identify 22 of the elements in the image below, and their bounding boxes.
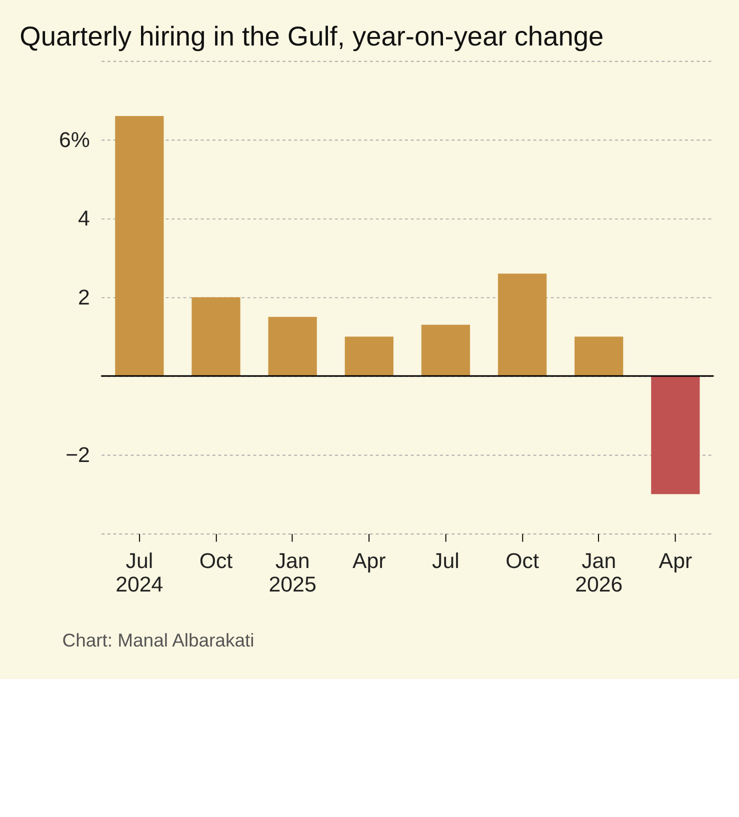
bar <box>574 336 624 376</box>
x-tick-label: Jan 2026 <box>575 549 623 596</box>
x-tick-label: Apr <box>658 549 692 574</box>
y-tick-label: 6% <box>59 128 90 152</box>
x-tick-label: Jul 2024 <box>116 549 164 596</box>
bar <box>268 316 317 376</box>
x-tick-label: Jan 2025 <box>268 549 316 596</box>
bar <box>651 376 700 494</box>
x-tick-label: Apr <box>352 549 386 574</box>
bar <box>421 324 470 376</box>
chart-title: Quarterly hiring in the Gulf, year-on-year change <box>20 20 604 52</box>
text: Chart: Manal Albarakati <box>62 629 254 650</box>
bar <box>344 336 394 376</box>
bar <box>115 116 164 376</box>
x-tick-label: Jul <box>432 549 460 574</box>
y-tick-label: 4 <box>78 206 90 231</box>
y-tick-label: −2 <box>66 443 90 468</box>
x-tick-label: Oct <box>199 549 233 574</box>
bar <box>192 297 240 376</box>
y-tick-label: 2 <box>78 285 90 310</box>
x-tick-label: Oct <box>506 549 539 574</box>
bar <box>498 274 547 376</box>
